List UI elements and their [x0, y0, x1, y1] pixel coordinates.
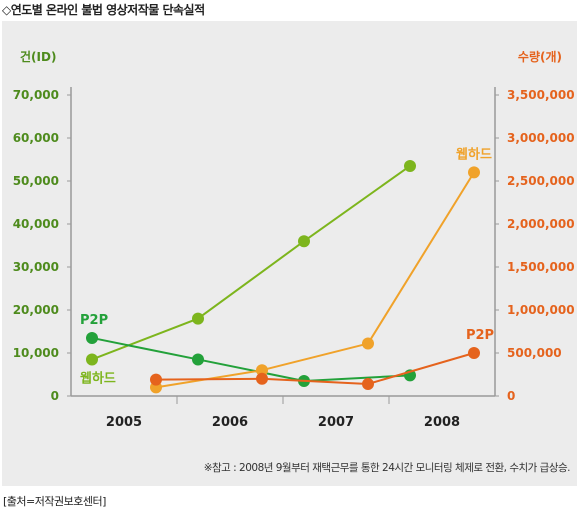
left-tick-label: 20,000 — [13, 303, 59, 317]
chart-footnote: ※참고 : 2008년 9월부터 재택근무를 통한 24시간 모니터링 체제로 … — [204, 462, 570, 474]
right-tick-label: 2,000,000 — [507, 217, 575, 231]
left-tick-label: 50,000 — [13, 174, 59, 188]
right-axis-title: 수량(개) — [518, 50, 562, 64]
left-tick-label: 0 — [51, 389, 59, 403]
data-point-right_p2p — [468, 347, 480, 359]
right-tick-label: 500,000 — [507, 346, 562, 360]
right-tick-label: 3,500,000 — [507, 88, 575, 102]
data-point-left_p2p — [86, 331, 98, 344]
source-credit: [출처=저작권보호센터] — [3, 495, 106, 508]
data-point-left_webhard — [298, 235, 310, 248]
data-point-left_p2p — [192, 353, 204, 366]
right-tick-label: 1,500,000 — [507, 260, 575, 274]
series-line-right_webhard — [155, 171, 475, 389]
x-tick-label: 2006 — [212, 415, 248, 430]
dual-axis-line-chart: 0 10,000 20,000 30,000 40,000 50,000 60,000 70,… — [13, 49, 575, 474]
series-line-left_webhard — [91, 165, 411, 361]
series-line-right_p2p — [155, 352, 475, 385]
right-tick-label: 1,000,000 — [507, 303, 575, 317]
x-tick-label: 2007 — [318, 415, 354, 430]
data-point-right_p2p — [362, 377, 374, 390]
data-point-left_webhard — [86, 353, 98, 366]
series-label: P2P — [80, 313, 108, 328]
left-tick-label: 30,000 — [13, 260, 59, 274]
data-point-right_webhard — [362, 337, 374, 350]
data-point-right_webhard — [468, 166, 480, 179]
data-point-right_p2p — [256, 372, 268, 385]
x-tick-label: 2008 — [424, 415, 460, 430]
data-point-left_webhard — [192, 312, 204, 325]
page-title: ◇연도별 온라인 불법 영상저작물 단속실적 — [2, 3, 205, 17]
left-tick-label: 10,000 — [13, 346, 59, 360]
right-tick-label: 3,000,000 — [507, 131, 575, 145]
series-label: P2P — [466, 328, 494, 343]
chart-panel: 0 10,000 20,000 30,000 40,000 50,000 60,000 70,… — [2, 21, 577, 486]
series-line-left_p2p — [91, 336, 411, 382]
right-tick-label: 2,500,000 — [507, 174, 575, 188]
x-tick-label: 2005 — [106, 415, 142, 430]
data-point-right_p2p — [150, 373, 162, 386]
left-tick-label: 40,000 — [13, 217, 59, 231]
data-point-left_webhard — [404, 159, 416, 172]
series-label: 웹하드 — [80, 370, 116, 386]
right-tick-label: 0 — [507, 389, 515, 403]
series-label: 웹하드 — [456, 146, 492, 162]
left-tick-label: 70,000 — [13, 88, 59, 102]
left-tick-label: 60,000 — [13, 131, 59, 145]
data-point-right_webhard — [256, 364, 268, 377]
left-axis-title: 건(ID) — [20, 49, 56, 64]
